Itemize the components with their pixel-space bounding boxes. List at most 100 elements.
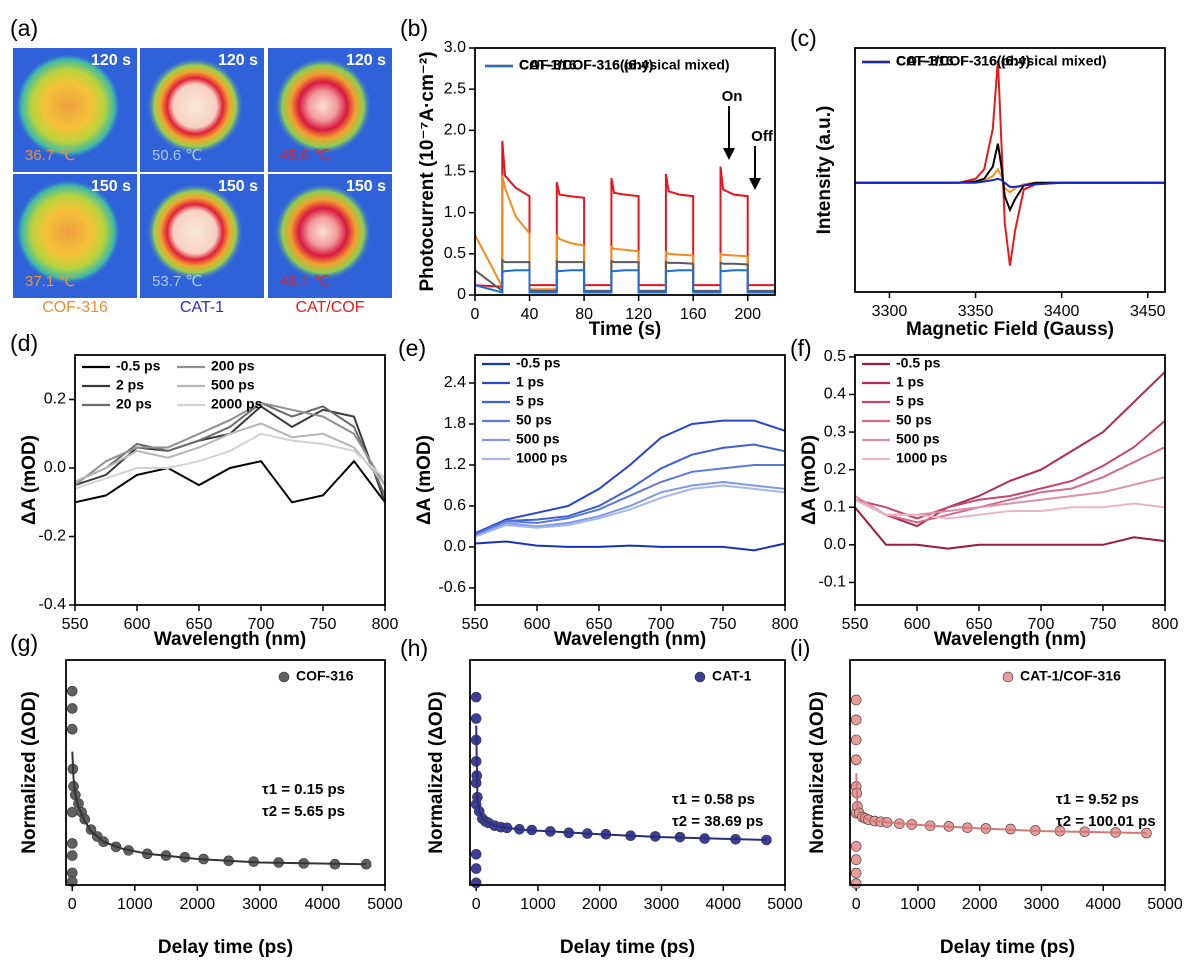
data-point (850, 714, 862, 726)
x-axis-label: Time (s) (589, 319, 662, 340)
y-tick-label: 1.0 (444, 204, 466, 221)
series-line (854, 446, 1166, 524)
y-tick-label: 2.0 (444, 122, 466, 139)
legend-label: 1 ps (516, 374, 544, 390)
panel-label: (b) (400, 15, 428, 41)
legend-swatch (1002, 671, 1014, 683)
chart: (h) 0 1000 2000 3000 4000 5000 Delay time (ps) N… (400, 635, 803, 958)
data-point (470, 691, 482, 703)
y-axis-label: Photocurrent (10⁻⁷A·cm⁻²) (417, 51, 438, 291)
x-tick-label: 2000 (180, 896, 216, 913)
legend-label: 1000 ps (516, 450, 568, 466)
series-line (855, 167, 1165, 194)
legend-swatch (278, 671, 290, 683)
legend-label: COF-316 (896, 53, 954, 69)
y-axis-label: Normalized (ΔOD) (807, 691, 828, 854)
series-line (474, 443, 786, 536)
x-tick-label: 160 (680, 306, 707, 323)
y-tick-label: 0.0 (824, 536, 846, 553)
x-tick-label: 0 (852, 896, 861, 913)
chart: (i) 0 1000 2000 3000 4000 5000 Delay time (ps) N… (790, 635, 1183, 958)
y-tick-label: 0 (457, 286, 466, 303)
x-tick-label: 3400 (1044, 303, 1080, 320)
panel-label: (h) (400, 635, 428, 661)
legend-label: 50 ps (516, 412, 552, 428)
x-tick-label: 120 (625, 306, 652, 323)
data-point (66, 685, 78, 697)
data-point (850, 841, 862, 852)
plot-frame (854, 47, 1166, 293)
plot-frame (469, 659, 786, 886)
data-point (470, 877, 482, 889)
x-axis-label: Delay time (ps) (560, 937, 695, 958)
series-line (474, 540, 786, 552)
plot-frame (849, 659, 1166, 886)
x-tick-label: 3000 (1024, 896, 1060, 913)
series-line (74, 422, 386, 486)
plot-frame (65, 659, 386, 886)
x-tick-label: 3000 (242, 896, 278, 913)
heat-spot (275, 58, 371, 154)
legend-label: 1 ps (896, 374, 924, 390)
series-line (474, 140, 775, 288)
annotation: τ2 = 5.65 ps (262, 803, 345, 820)
chart: (f) 550 600 650 700 750 800 -0.1 0.0 0.1 0.2 0.3 0.4… (790, 335, 1178, 650)
data-point (66, 850, 78, 861)
x-tick-label: 2000 (582, 896, 618, 913)
image-time: 150 s (346, 178, 386, 195)
heat-spot (275, 184, 371, 280)
y-tick-label: 0.5 (824, 348, 846, 365)
x-tick-label: 700 (248, 616, 275, 633)
y-axis-label: ΔA (mOD) (19, 435, 40, 525)
y-tick-label: -0.4 (38, 596, 66, 613)
series-line (474, 269, 775, 294)
y-tick-label: 1.5 (444, 163, 466, 180)
x-tick-label: 650 (586, 616, 613, 633)
x-tick-label: 550 (462, 616, 489, 633)
chart: (d) 550 600 650 700 750 800 -0.4 -0.2 0.0 0.2 Wavel… (10, 330, 398, 650)
image-temperature: 49.1 ℃ (280, 273, 330, 290)
image-temperature: 36.7 ℃ (25, 147, 75, 164)
x-tick-label: 750 (710, 616, 737, 633)
panel-label: (i) (790, 635, 810, 661)
series-line (854, 506, 1166, 550)
series-line (855, 143, 1165, 213)
plot-area (854, 371, 1166, 550)
x-tick-label: 650 (966, 616, 993, 633)
annotation: On (722, 88, 743, 105)
x-tick-label: 5000 (1147, 896, 1183, 913)
legend-label: 20 ps (116, 396, 152, 412)
legend-label: 1000 ps (896, 450, 948, 466)
x-axis-label: Delay time (ps) (158, 937, 293, 958)
x-tick-label: 3350 (958, 303, 994, 320)
legend-label: CAT-1 (519, 57, 559, 73)
legend-label: CAT-1/COF-316(physical mixed) (519, 57, 730, 73)
series-line (71, 751, 367, 866)
x-tick-label: 1000 (520, 896, 556, 913)
annotation: τ1 = 0.58 ps (672, 791, 755, 808)
panel-label: (e) (398, 335, 426, 361)
y-tick-label: 0.1 (824, 498, 846, 515)
x-axis-label: Wavelength (nm) (554, 629, 706, 650)
legend-label: -0.5 ps (116, 358, 161, 374)
legend-label: 500 ps (516, 431, 560, 447)
image-time: 120 s (218, 52, 258, 69)
series-line (855, 177, 1165, 188)
y-tick-label: 1.2 (444, 456, 466, 473)
legend-label: 5 ps (516, 393, 544, 409)
legend-label: COF-316 (296, 668, 354, 684)
x-tick-label: 700 (1028, 616, 1055, 633)
data-point (850, 734, 862, 746)
heat-spot (147, 58, 243, 154)
plot-area (74, 401, 386, 504)
x-tick-label: 600 (904, 616, 931, 633)
y-axis-label: ΔA (mOD) (799, 435, 820, 525)
x-tick-label: 80 (575, 306, 593, 323)
x-tick-label: 550 (842, 616, 869, 633)
x-tick-label: 600 (524, 616, 551, 633)
plot-area (66, 685, 372, 887)
x-tick-label: 800 (372, 616, 399, 633)
panel-label: (c) (790, 25, 817, 51)
data-point (470, 713, 482, 724)
heat-spot (16, 180, 120, 284)
